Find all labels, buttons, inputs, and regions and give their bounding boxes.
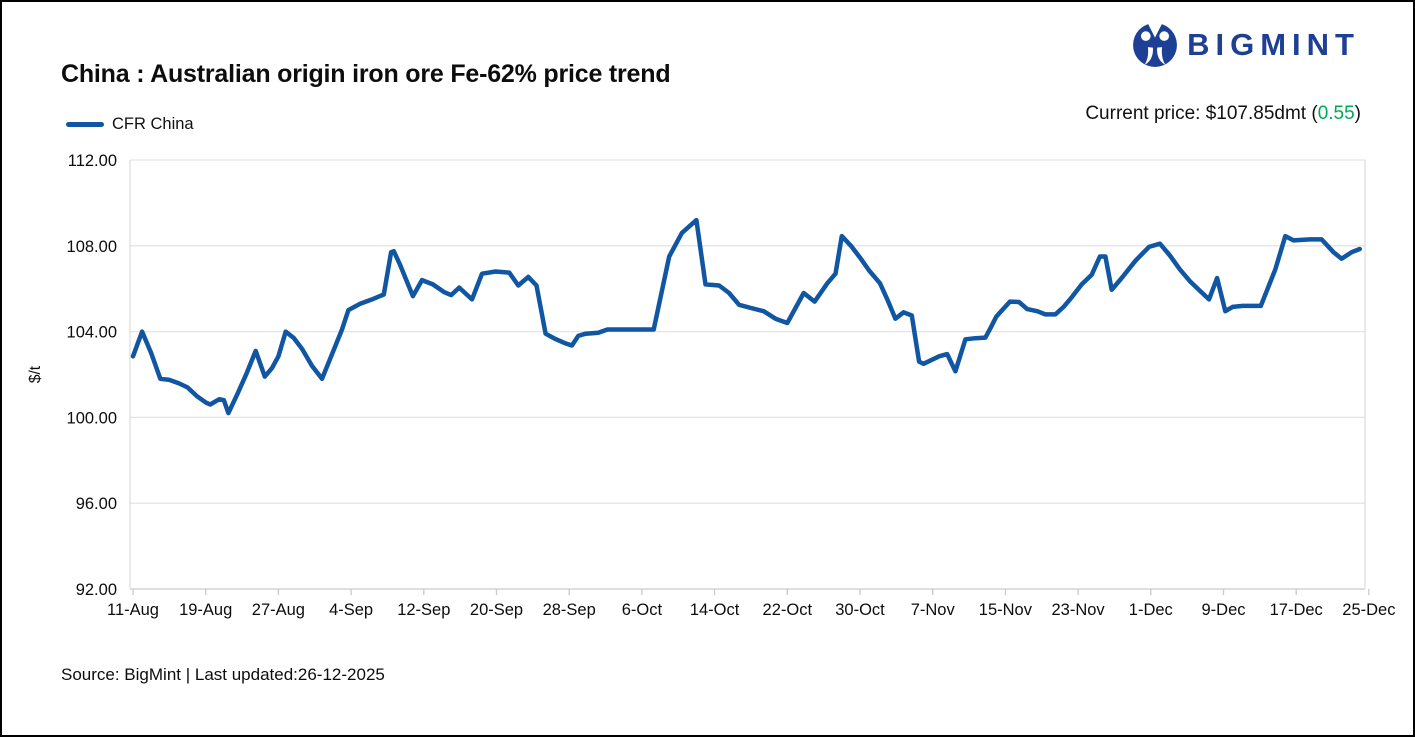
svg-text:11-Aug: 11-Aug	[107, 601, 159, 619]
svg-text:6-Oct: 6-Oct	[622, 601, 663, 619]
svg-text:7-Nov: 7-Nov	[911, 601, 956, 619]
svg-text:25-Dec: 25-Dec	[1342, 601, 1395, 619]
svg-text:15-Nov: 15-Nov	[979, 601, 1033, 619]
bigmint-logo-text: BIGMINT	[1187, 27, 1360, 62]
current-price-change: 0.55	[1317, 103, 1355, 124]
svg-text:17-Dec: 17-Dec	[1270, 601, 1323, 619]
svg-text:108.00: 108.00	[67, 238, 117, 256]
svg-text:104.00: 104.00	[67, 324, 117, 342]
svg-text:27-Aug: 27-Aug	[252, 601, 305, 619]
svg-text:23-Nov: 23-Nov	[1051, 601, 1105, 619]
svg-text:28-Sep: 28-Sep	[543, 601, 596, 619]
svg-text:14-Oct: 14-Oct	[690, 601, 740, 619]
current-price-open-paren: (	[1311, 103, 1318, 124]
svg-text:12-Sep: 12-Sep	[397, 601, 450, 619]
svg-text:96.00: 96.00	[76, 495, 117, 513]
current-price-value: $107.85dmt	[1205, 103, 1307, 124]
svg-text:100.00: 100.00	[67, 409, 117, 427]
svg-text:30-Oct: 30-Oct	[835, 601, 885, 619]
svg-text:9-Dec: 9-Dec	[1201, 601, 1245, 619]
svg-text:$/t: $/t	[27, 365, 44, 383]
svg-text:22-Oct: 22-Oct	[763, 601, 813, 619]
svg-text:112.00: 112.00	[68, 152, 117, 170]
svg-text:20-Sep: 20-Sep	[470, 601, 523, 619]
current-price-close-paren: )	[1354, 103, 1361, 124]
svg-text:4-Sep: 4-Sep	[329, 601, 373, 619]
chart-title: China : Australian origin iron ore Fe-62…	[61, 60, 671, 88]
legend: CFR China	[66, 115, 194, 134]
current-price-label: Current price:	[1085, 103, 1201, 124]
bigmint-logo-icon	[1132, 20, 1178, 68]
legend-label: CFR China	[112, 115, 194, 133]
current-price: Current price: $107.85dmt (0.55)	[1085, 103, 1361, 125]
legend-swatch	[66, 122, 104, 127]
svg-text:19-Aug: 19-Aug	[179, 601, 232, 619]
svg-text:92.00: 92.00	[76, 581, 117, 599]
svg-text:1-Dec: 1-Dec	[1129, 601, 1173, 619]
source-note: Source: BigMint | Last updated:26-12-202…	[61, 665, 385, 684]
bigmint-logo: BIGMINT	[1132, 20, 1360, 68]
